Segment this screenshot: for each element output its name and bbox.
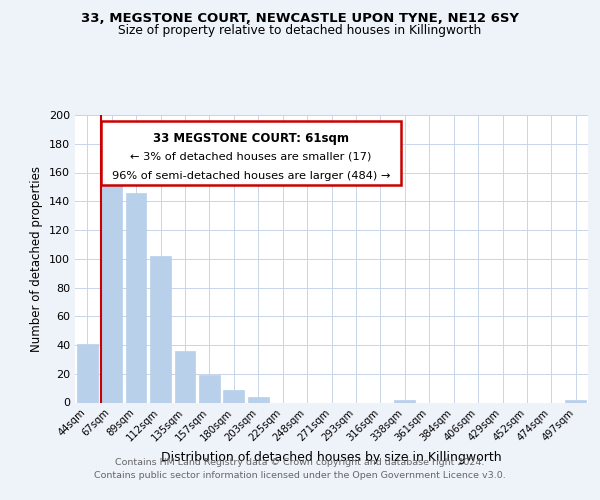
Text: 33, MEGSTONE COURT, NEWCASTLE UPON TYNE, NE12 6SY: 33, MEGSTONE COURT, NEWCASTLE UPON TYNE,… — [81, 12, 519, 26]
Text: Contains public sector information licensed under the Open Government Licence v3: Contains public sector information licen… — [94, 472, 506, 480]
Bar — [77, 344, 98, 402]
Text: ← 3% of detached houses are smaller (17): ← 3% of detached houses are smaller (17) — [130, 152, 371, 162]
Y-axis label: Number of detached properties: Number of detached properties — [31, 166, 43, 352]
Bar — [223, 390, 244, 402]
Bar — [248, 397, 269, 402]
Bar — [175, 351, 196, 403]
Text: 96% of semi-detached houses are larger (484) →: 96% of semi-detached houses are larger (… — [112, 171, 390, 181]
Bar — [394, 400, 415, 402]
X-axis label: Distribution of detached houses by size in Killingworth: Distribution of detached houses by size … — [161, 452, 502, 464]
Bar — [565, 400, 586, 402]
Bar — [125, 192, 146, 402]
FancyBboxPatch shape — [101, 120, 401, 186]
Bar — [101, 186, 122, 402]
Bar — [199, 375, 220, 402]
Text: Contains HM Land Registry data © Crown copyright and database right 2024.: Contains HM Land Registry data © Crown c… — [115, 458, 485, 467]
Text: 33 MEGSTONE COURT: 61sqm: 33 MEGSTONE COURT: 61sqm — [153, 132, 349, 145]
Text: Size of property relative to detached houses in Killingworth: Size of property relative to detached ho… — [118, 24, 482, 37]
Bar — [150, 256, 171, 402]
